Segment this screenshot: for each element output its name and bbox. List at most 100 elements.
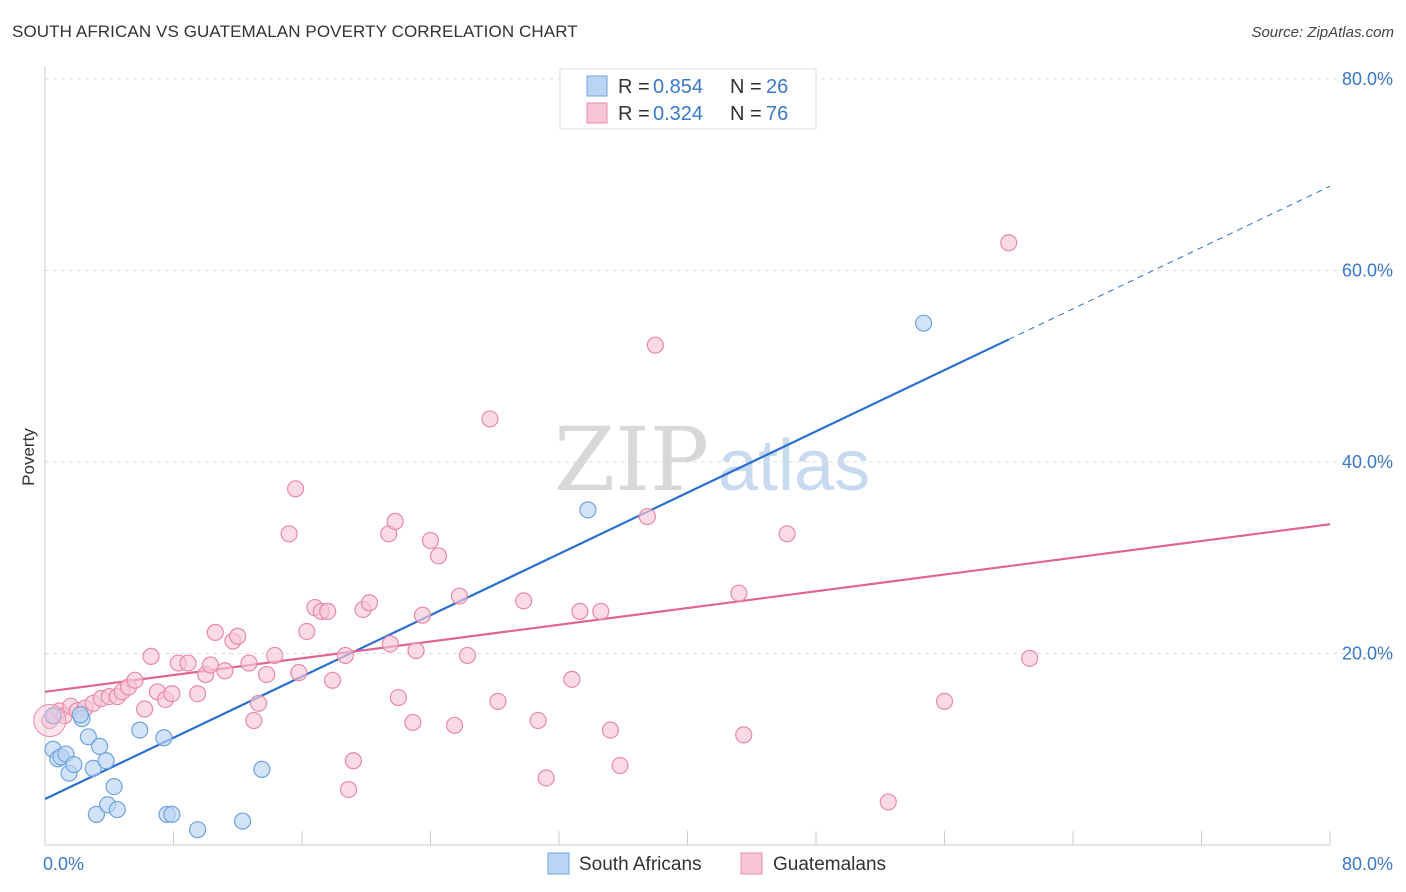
point-guatemalans [206,623,224,642]
stats-legend: R = 0.854 N = 26 R = 0.324 N = 76 [559,68,817,130]
point-guatemalans [611,756,629,775]
point-guatemalans [450,587,469,605]
point-south-africans [71,706,89,724]
series-legend-south-africans: South Africans [579,854,702,875]
point-guatemalans [529,711,547,730]
trend-extension-south-africans [1008,185,1331,340]
grid-lines [45,78,1390,654]
y-axis-label: Poverty [19,428,38,486]
point-guatemalans [258,665,276,684]
legend-r-label-2: R = [618,103,650,125]
point-guatemalans [339,780,358,799]
series-legend-swatch-guatemalans [740,852,763,875]
point-guatemalans [245,711,263,730]
point-south-africans [105,777,123,796]
point-south-africans [233,812,252,830]
point-guatemalans [201,656,220,674]
point-guatemalans [381,635,399,653]
legend-r-label-1: R = [618,76,650,98]
point-guatemalans [730,584,748,602]
point-guatemalans [216,662,234,680]
point-guatemalans [135,700,154,718]
point-guatemalans [515,592,533,610]
x-tick-labels: 0.0% 80.0% [43,854,1393,874]
series-legend-swatch-south-africans [547,852,570,875]
point-south-africans [163,805,181,823]
point-guatemalans [336,646,354,665]
legend-n-label-2: N = [730,103,762,125]
point-guatemalans [778,525,796,543]
legend-n-label-1: N = [730,76,762,98]
point-guatemalans [638,507,656,526]
source-label: Source: ZipAtlas.com [1251,24,1394,41]
point-guatemalans [1000,234,1018,252]
point-south-africans [79,728,97,746]
legend-n-value-1: 26 [766,76,788,98]
series-legend: South Africans Guatemalans [547,852,886,875]
point-guatemalans [188,685,207,703]
trend-line-south-africans [44,338,1010,801]
y-tick-label: 20.0% [1342,644,1393,664]
point-guatemalans [179,654,197,672]
chart-title: SOUTH AFRICAN VS GUATEMALAN POVERTY CORR… [12,22,578,41]
point-guatemalans [163,685,181,703]
y-tick-label: 80.0% [1342,69,1393,89]
point-south-africans [155,729,173,747]
point-guatemalans [280,525,298,543]
point-guatemalans [240,654,258,672]
point-guatemalans [601,721,620,739]
point-guatemalans [286,480,305,498]
watermark-zip: ZIP [554,408,709,511]
point-guatemalans [413,606,432,624]
point-guatemalans [344,752,362,770]
point-guatemalans [592,602,610,620]
point-guatemalans [935,692,954,710]
point-guatemalans [1021,649,1039,667]
legend-n-value-2: 76 [766,103,788,125]
point-south-africans [91,737,109,755]
point-south-africans [188,821,207,839]
trend-line-guatemalans [44,523,1331,693]
point-south-africans [579,501,597,519]
x-tick-marks [44,831,1331,845]
legend-swatch-guatemalans [586,102,608,124]
point-guatemalans [386,512,404,530]
point-guatemalans [290,664,308,682]
point-south-africans [915,314,933,332]
point-guatemalans [360,594,379,612]
trend-lines [44,185,1331,801]
point-guatemalans [489,692,507,710]
point-south-africans [131,721,149,739]
series-legend-guatemalans: Guatemalans [773,854,886,875]
point-south-africans [108,800,126,819]
point-guatemalans [389,688,407,707]
legend-r-value-1: 0.854 [653,76,703,98]
x-tick-label: 80.0% [1342,854,1393,874]
point-guatemalans [266,646,284,665]
point-guatemalans [445,716,464,734]
point-south-africans [84,759,102,778]
point-guatemalans [229,627,247,645]
x-tick-label: 0.0% [43,854,84,874]
point-guatemalans [250,694,268,712]
y-tick-labels: 20.0% 40.0% 60.0% 80.0% [1342,69,1393,664]
point-guatemalans [126,671,144,689]
point-south-africans [44,707,62,725]
point-guatemalans [537,769,555,787]
point-guatemalans [879,793,897,811]
point-guatemalans [319,602,337,620]
point-south-africans [65,755,83,774]
point-guatemalans [407,642,425,660]
point-guatemalans [298,622,316,641]
legend-swatch-south-africans [586,75,608,97]
point-south-africans [253,760,271,778]
point-guatemalans [421,531,440,550]
point-south-africans [87,805,106,823]
y-tick-label: 40.0% [1342,452,1393,472]
point-guatemalans [404,713,422,732]
legend-r-value-2: 0.324 [653,103,703,125]
point-guatemalans [323,671,342,689]
point-guatemalans [563,670,581,688]
point-guatemalans [458,646,477,665]
